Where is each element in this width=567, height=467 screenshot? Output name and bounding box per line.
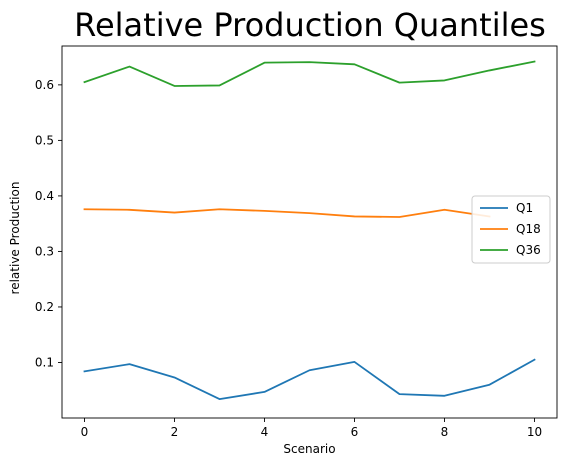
y-tick-label: 0.6 — [35, 78, 54, 92]
y-tick-label: 0.1 — [35, 355, 54, 369]
series-line-q1 — [83, 358, 536, 401]
x-tick-label: 2 — [171, 425, 179, 439]
x-tick-label: 0 — [81, 425, 89, 439]
plot-area: 0 2 4 6 8 10 0.1 0.2 0.3 0.4 0.5 0.6 — [35, 45, 558, 439]
x-tick-label: 6 — [351, 425, 359, 439]
x-tick-label: 8 — [441, 425, 449, 439]
x-tick-label: 4 — [261, 425, 269, 439]
legend-label-q36: Q36 — [516, 243, 541, 257]
y-tick-label: 0.4 — [35, 189, 54, 203]
y-tick-label: 0.2 — [35, 300, 54, 314]
legend-box — [471, 195, 551, 264]
legend-label-q1: Q1 — [516, 201, 533, 215]
y-axis-label: relative Production — [8, 182, 22, 295]
legend: Q1 Q18 Q36 — [471, 195, 551, 264]
x-tick-label: 10 — [527, 425, 542, 439]
plot-frame — [61, 45, 558, 419]
y-tick-label: 0.5 — [35, 133, 54, 147]
chart-title: Relative Production Quantiles — [74, 6, 546, 44]
x-axis-label: Scenario — [283, 442, 335, 456]
series-line-q36 — [83, 60, 536, 87]
legend-label-q18: Q18 — [516, 222, 541, 236]
series-line-q18 — [83, 208, 491, 218]
y-tick-label: 0.3 — [35, 244, 54, 258]
